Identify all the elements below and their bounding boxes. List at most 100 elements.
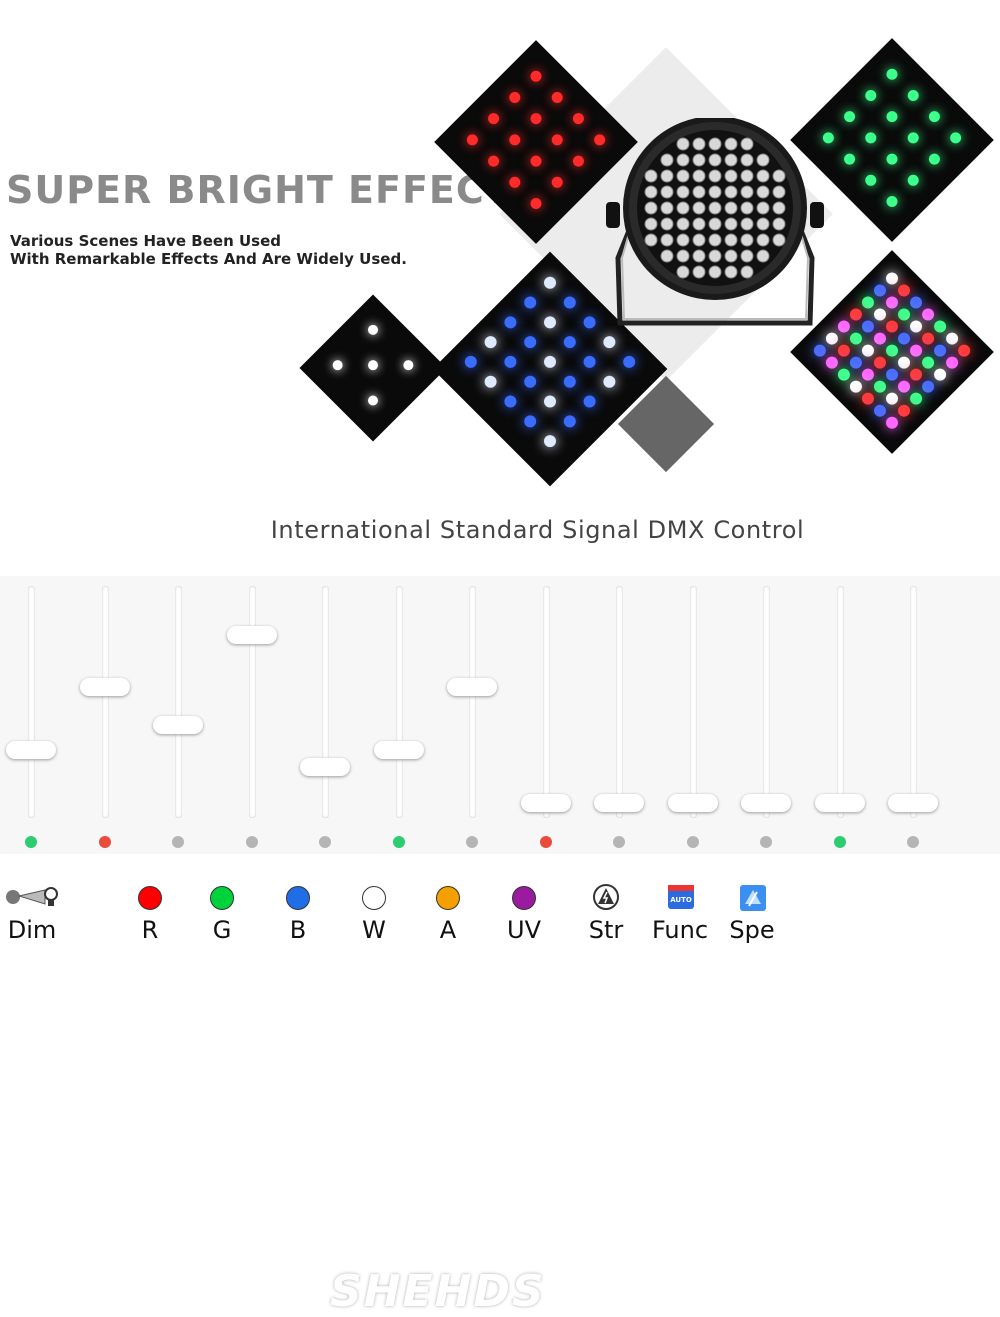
led-bead (507, 174, 523, 191)
par-led (692, 249, 706, 263)
fader-track (689, 586, 697, 818)
fader-knob[interactable] (373, 741, 424, 759)
dmx-title: International Standard Signal DMX Contro… (270, 516, 805, 544)
fader-knob[interactable] (300, 757, 350, 776)
led-bead (943, 330, 961, 348)
channel-fader-4[interactable] (215, 584, 289, 854)
led-bead (883, 294, 901, 311)
channel-fader-1[interactable] (0, 584, 68, 854)
legend-item-g: G (182, 884, 262, 944)
channel-fader-9[interactable] (582, 584, 656, 854)
led-bead (521, 333, 539, 351)
led-bead (859, 294, 877, 311)
fader-knob[interactable] (667, 793, 718, 812)
channel-fader-6[interactable] (362, 584, 436, 854)
led-bead (926, 151, 943, 167)
par-led (692, 217, 706, 231)
fader-knob[interactable] (153, 715, 203, 734)
par-led (740, 185, 754, 199)
legend-item-w: W (334, 884, 414, 944)
par-led (772, 201, 786, 215)
led-bead (871, 378, 889, 396)
fader-track (175, 586, 182, 818)
par-led (660, 233, 674, 247)
par-led (772, 169, 786, 183)
channel-fader-7[interactable] (435, 584, 509, 854)
fader-track (395, 586, 403, 818)
led-bead (907, 366, 925, 384)
fader-knob[interactable] (741, 793, 791, 812)
par-led (660, 153, 674, 167)
led-bead (561, 294, 579, 312)
led-bead (884, 151, 900, 167)
fader-knob[interactable] (447, 678, 497, 696)
fader-knob[interactable] (520, 793, 571, 812)
channel-led (319, 836, 331, 848)
par-led (644, 185, 658, 199)
led-bead (528, 68, 544, 85)
par-led (644, 233, 658, 247)
channel-fader-13[interactable] (876, 584, 950, 854)
channel-fader-5[interactable] (288, 584, 362, 854)
led-bead (549, 132, 565, 148)
channel-fader-10[interactable] (656, 584, 730, 854)
led-bead (485, 153, 502, 169)
legend-label: A (439, 916, 457, 944)
par-led (644, 169, 658, 183)
led-bead (581, 393, 599, 411)
led-bead (365, 393, 381, 408)
fader-knob[interactable] (814, 793, 865, 812)
channel-fader-3[interactable] (141, 584, 215, 854)
fader-knob[interactable] (79, 678, 130, 696)
legend-label: R (141, 916, 159, 944)
led-bead (549, 174, 565, 191)
led-bead (501, 313, 519, 331)
led-bead (570, 153, 587, 169)
par-led (708, 265, 722, 279)
led-bead (561, 373, 579, 391)
led-bead (620, 353, 638, 371)
channel-led (25, 836, 37, 848)
channel-led (539, 836, 552, 848)
led-bead (947, 130, 964, 146)
par-led (756, 233, 770, 247)
channel-fader-8[interactable] (509, 584, 583, 854)
fader-knob[interactable] (888, 793, 938, 812)
par-led (724, 249, 738, 263)
channel-fader-11[interactable] (729, 584, 803, 854)
led-bead (863, 87, 879, 104)
par-led (708, 201, 722, 215)
led-bead (485, 110, 502, 127)
channel-fader-12[interactable] (803, 584, 877, 854)
led-bead (365, 322, 381, 337)
fader-knob[interactable] (594, 793, 644, 812)
led-bead (521, 373, 539, 391)
fader-track (542, 586, 550, 818)
led-bead (895, 330, 913, 348)
par-led (708, 233, 722, 247)
fader-track (836, 586, 844, 818)
led-bead (841, 108, 858, 125)
led-bead (919, 378, 937, 396)
led-bead (581, 313, 599, 331)
par-led (644, 201, 658, 215)
legend-label: B (289, 916, 307, 944)
fader-track (763, 586, 770, 818)
par-led (724, 185, 738, 199)
led-bead (905, 172, 921, 189)
fader-knob[interactable] (6, 741, 56, 759)
par-led (644, 217, 658, 231)
led-bead (919, 354, 937, 372)
par-led (660, 201, 674, 215)
fader-knob[interactable] (226, 625, 277, 644)
channel-fader-2[interactable] (68, 584, 142, 854)
led-bead (883, 366, 901, 384)
par-led (740, 201, 754, 215)
par-led (772, 185, 786, 199)
led-bead (541, 274, 559, 292)
led-bead (859, 366, 877, 384)
par-led (692, 169, 706, 183)
fader-track (248, 586, 256, 818)
led-bead (561, 412, 579, 430)
par-led (740, 153, 754, 167)
